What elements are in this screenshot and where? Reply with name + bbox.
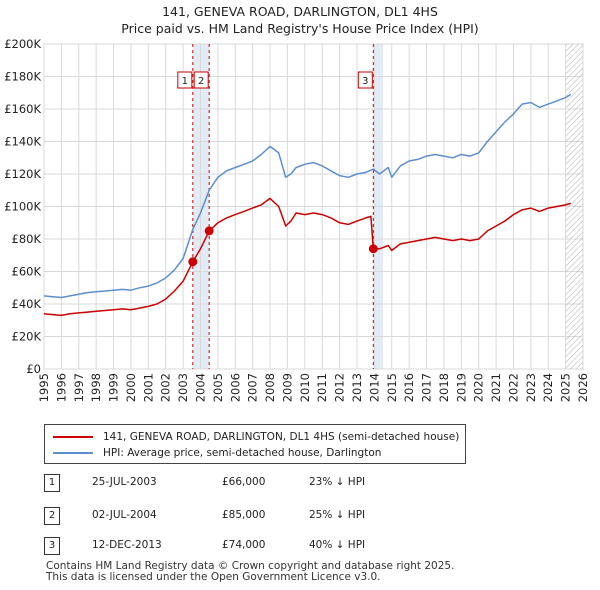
y-tick-label: £40K (12, 297, 42, 311)
x-tick-label: 2002 (159, 373, 173, 402)
y-tick-label: £200K (4, 37, 41, 51)
sale-point (368, 244, 378, 254)
chart-title: 141, GENEVA ROAD, DARLINGTON, DL1 4HS (162, 4, 438, 19)
future-hatch-region (565, 44, 583, 369)
sale-point (204, 226, 214, 236)
x-tick-label: 2016 (402, 373, 416, 402)
x-tick-label: 2003 (176, 373, 190, 402)
hpi-series-line (43, 93, 572, 299)
sale-label-number: 1 (182, 76, 188, 87)
y-tick-label: £60K (12, 265, 42, 279)
sale-label-box (177, 71, 193, 89)
x-tick-label: 2012 (333, 373, 347, 402)
sale-marker: 1 (44, 474, 60, 492)
legend-swatch-hpi (53, 452, 93, 454)
x-tick-label: 2026 (576, 373, 590, 402)
y-tick-label: £160K (4, 102, 41, 116)
sale-label-box (357, 71, 373, 89)
y-tick-label: £20K (12, 330, 42, 344)
sale-date: 02-JUL-2004 (92, 509, 157, 521)
x-tick-label: 2005 (211, 373, 225, 402)
x-tick-label: 2008 (263, 373, 277, 402)
y-tick-label: £140K (4, 135, 41, 149)
sale-row: 2 02-JUL-2004 £85,000 25% ↓ HPI (44, 507, 424, 527)
footer-copyright: Contains HM Land Registry data © Crown c… (46, 560, 455, 572)
x-tick-label: 2015 (385, 373, 399, 402)
sale-point (188, 257, 198, 267)
x-tick-label: 2021 (489, 373, 503, 402)
x-tick-label: 2009 (280, 373, 294, 402)
y-tick-label: £80K (12, 232, 42, 246)
x-tick-label: 2006 (228, 373, 242, 402)
x-tick-label: 2011 (315, 373, 329, 402)
sale-hpi-diff: 40% ↓ HPI (309, 539, 366, 551)
legend: 141, GENEVA ROAD, DARLINGTON, DL1 4HS (s… (44, 424, 466, 464)
x-tick-label: 2025 (559, 373, 573, 402)
x-tick-label: 1999 (107, 373, 121, 402)
x-tick-label: 2023 (524, 373, 538, 402)
x-tick-label: 2024 (541, 373, 555, 402)
x-tick-label: 2018 (437, 373, 451, 402)
property-series-line (43, 197, 572, 317)
legend-item-hpi: HPI: Average price, semi-detached house,… (53, 445, 381, 461)
x-tick-label: 1997 (72, 373, 86, 402)
sale-label-number: 3 (362, 76, 368, 87)
y-tick-label: £0 (26, 362, 41, 376)
sale-hpi-diff: 23% ↓ HPI (309, 476, 366, 488)
sale-date: 12-DEC-2013 (92, 539, 162, 551)
sale-marker: 3 (44, 537, 60, 555)
sale-price: £66,000 (222, 476, 266, 488)
x-tick-label: 2001 (141, 373, 155, 402)
sale-date: 25-JUL-2003 (92, 476, 157, 488)
footer-licence: This data is licensed under the Open Gov… (46, 571, 381, 583)
x-tick-label: 2022 (506, 373, 520, 402)
legend-item-property: 141, GENEVA ROAD, DARLINGTON, DL1 4HS (s… (53, 429, 459, 445)
x-tick-label: 2013 (350, 373, 364, 402)
x-tick-label: 1996 (54, 373, 68, 402)
y-tick-label: £180K (4, 70, 41, 84)
y-tick-label: £120K (4, 167, 41, 181)
y-tick-label: £100K (4, 200, 41, 214)
x-tick-label: 2004 (194, 373, 208, 402)
sale-price: £74,000 (222, 539, 266, 551)
x-tick-label: 2017 (420, 373, 434, 402)
x-tick-label: 2007 (246, 373, 260, 402)
sale-hpi-diff: 25% ↓ HPI (309, 509, 366, 521)
sale-row: 3 12-DEC-2013 £74,000 40% ↓ HPI (44, 537, 424, 557)
x-tick-label: 1995 (37, 373, 51, 402)
legend-label-property: 141, GENEVA ROAD, DARLINGTON, DL1 4HS (s… (103, 431, 460, 443)
x-tick-label: 2014 (367, 373, 381, 402)
x-tick-label: 2000 (124, 373, 138, 402)
sale-label-box (193, 71, 209, 89)
chart-subtitle: Price paid vs. HM Land Registry's House … (121, 21, 479, 36)
legend-label-hpi: HPI: Average price, semi-detached house,… (103, 447, 382, 459)
x-tick-label: 1998 (89, 373, 103, 402)
legend-swatch-property (53, 436, 93, 438)
x-tick-label: 2010 (298, 373, 312, 402)
sale-price: £85,000 (222, 509, 266, 521)
sale-label-number: 2 (198, 76, 204, 87)
sale-marker: 2 (44, 507, 60, 525)
x-tick-label: 2020 (472, 373, 486, 402)
sale-row: 1 25-JUL-2003 £66,000 23% ↓ HPI (44, 474, 424, 494)
x-tick-label: 2019 (454, 373, 468, 402)
